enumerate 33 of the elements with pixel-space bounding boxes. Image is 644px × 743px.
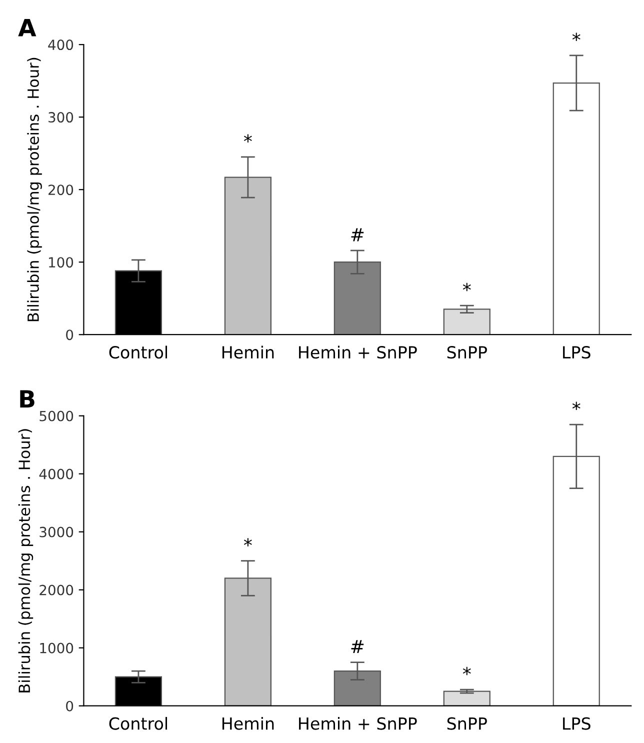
annotation: * <box>462 666 471 676</box>
y-tick-label: 200 <box>48 184 74 196</box>
annotation: * <box>572 402 580 410</box>
x-tick-label: Hemin <box>222 716 274 730</box>
x-tick-label: SnPP <box>447 346 487 359</box>
annotation: * <box>462 282 471 292</box>
y-axis-title: Bilirubin (pmol/mg proteins . Hour) <box>18 429 34 692</box>
y-tick-label: 300 <box>48 112 74 123</box>
x-tick-label: LPS <box>563 717 590 730</box>
x-tick-label: Control <box>109 346 168 359</box>
y-tick-label: 100 <box>49 257 74 268</box>
x-tick-label: Hemin + SnPP <box>299 346 417 359</box>
annotation: # <box>351 640 364 654</box>
x-tick-label: LPS <box>563 346 590 359</box>
chart-title: A <box>18 19 36 36</box>
x-tick-label: Hemin + SnPP <box>299 716 417 730</box>
x-tick-label: Hemin <box>222 346 274 359</box>
y-tick-label: 4000 <box>39 468 74 480</box>
annotation: * <box>572 32 580 41</box>
y-tick-label: 5000 <box>40 410 74 422</box>
x-tick-label: Control <box>109 716 168 730</box>
y-tick-label: 0 <box>66 700 74 712</box>
y-tick-label: 0 <box>66 330 74 340</box>
y-tick-label: 1000 <box>40 642 74 654</box>
y-tick-label: 2000 <box>40 584 74 596</box>
y-tick-label: 3000 <box>40 526 74 538</box>
annotation: * <box>244 134 252 142</box>
annotation: # <box>351 228 364 242</box>
annotation: * <box>244 538 252 546</box>
y-axis-title: Bilirubin (pmol/mg proteins . Hour) <box>27 58 42 322</box>
y-tick-label: 400 <box>48 40 74 50</box>
x-tick-label: SnPP <box>447 717 487 730</box>
chart-title: B <box>20 390 34 408</box>
